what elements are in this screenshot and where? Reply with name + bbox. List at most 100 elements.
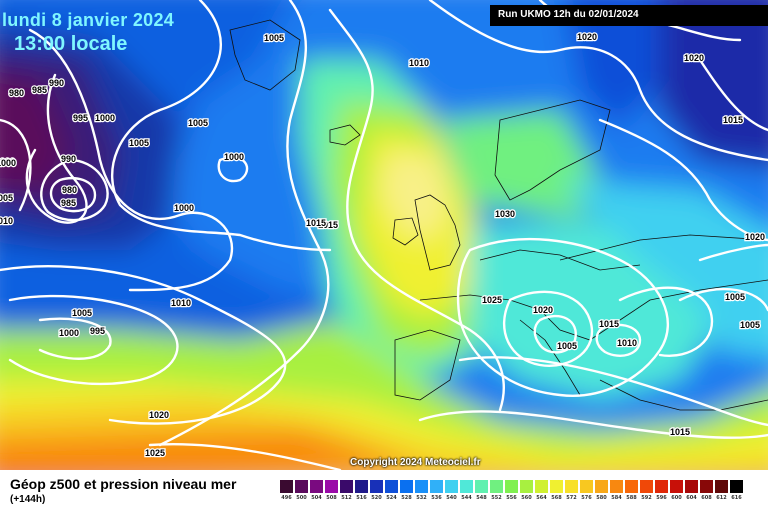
pressure-label: 1020 [745,232,765,242]
legend-swatch: 568 [550,480,563,501]
pressure-label: 1015 [599,319,619,329]
pressure-label: 1005 [740,320,760,330]
geopotential-map: 1005 1010 1020 1020 990 985 980 995 1000… [0,0,768,470]
pressure-label: 1005 [264,33,284,43]
pressure-label: 1015 [306,218,326,228]
legend-value: 616 [731,495,742,501]
legend-value: 512 [341,495,352,501]
pressure-label: 985 [61,198,76,208]
legend-value: 568 [551,495,562,501]
pressure-label: 1015 [723,115,743,125]
pressure-label: 1025 [482,295,502,305]
legend-swatch: 604 [685,480,698,501]
legend-swatch: 564 [535,480,548,501]
forecast-offset: (+144h) [10,494,46,505]
legend-value: 528 [401,495,412,501]
legend-swatch: 584 [610,480,623,501]
pressure-label: 980 [9,88,24,98]
legend-value: 592 [641,495,652,501]
pressure-label: 1000 [0,158,16,168]
z500-color-field [0,0,768,470]
legend-value: 600 [671,495,682,501]
legend-swatch: 560 [520,480,533,501]
pressure-label: 995 [73,113,88,123]
legend-value: 548 [476,495,487,501]
pressure-label: 1025 [145,448,165,458]
pressure-label: 1005 [0,193,13,203]
legend-value: 572 [566,495,577,501]
pressure-label: 1030 [495,209,515,219]
pressure-label: 1005 [129,138,149,148]
pressure-label: 1015 [670,427,690,437]
legend-value: 580 [596,495,607,501]
legend-swatch: 556 [505,480,518,501]
legend-swatch: 548 [475,480,488,501]
legend-swatch: 520 [370,480,383,501]
legend-value: 500 [296,495,307,501]
legend-value: 564 [536,495,547,501]
pressure-label: 1005 [188,118,208,128]
legend-swatch: 612 [715,480,728,501]
pressure-label: 1005 [725,292,745,302]
pressure-label: 1020 [149,410,169,420]
legend-value: 576 [581,495,592,501]
legend-swatch: 512 [340,480,353,501]
legend-value: 540 [446,495,457,501]
legend-swatch: 544 [460,480,473,501]
legend-swatch: 528 [400,480,413,501]
pressure-label: 1020 [684,53,704,63]
legend-swatch: 540 [445,480,458,501]
legend-value: 604 [686,495,697,501]
pressure-label: 1020 [533,305,553,315]
pressure-label: 995 [90,326,105,336]
legend-value: 612 [716,495,727,501]
pressure-label: 1000 [174,203,194,213]
pressure-label: 990 [49,78,64,88]
legend-swatch: 616 [730,480,743,501]
legend-swatch: 552 [490,480,503,501]
pressure-label: 1005 [72,308,92,318]
legend-value: 536 [431,495,442,501]
pressure-label: 1000 [0,157,15,167]
legend-swatch: 588 [625,480,638,501]
legend-swatch: 592 [640,480,653,501]
legend-swatch: 576 [580,480,593,501]
run-info-box: Run UKMO 12h du 02/01/2024 [490,5,768,26]
legend-value: 588 [626,495,637,501]
legend-value: 544 [461,495,472,501]
legend-value: 560 [521,495,532,501]
pressure-label: 010 [0,216,13,226]
legend-value: 552 [491,495,502,501]
legend-swatch: 600 [670,480,683,501]
pressure-label: 985 [32,85,47,95]
legend-value: 504 [311,495,322,501]
legend-value: 584 [611,495,622,501]
legend-swatch: 508 [325,480,338,501]
pressure-label: 1010 [171,298,191,308]
legend-value: 608 [701,495,712,501]
map-footer: Géop z500 et pression niveau mer (+144h)… [0,470,768,512]
run-info-text: Run UKMO 12h du 02/01/2024 [498,9,639,20]
pressure-label: 1000 [95,113,115,123]
pressure-label: 1015 [318,220,338,230]
pressure-label: 1000 [59,328,79,338]
map-title: Géop z500 et pression niveau mer [10,476,237,492]
legend-swatch: 596 [655,480,668,501]
pressure-label: 1005 [557,341,577,351]
legend-swatch: 504 [310,480,323,501]
legend-value: 516 [356,495,367,501]
pressure-label: 980 [62,185,77,195]
legend-swatch: 532 [415,480,428,501]
pressure-label: 1020 [577,32,597,42]
pressure-label: 1010 [617,338,637,348]
legend-swatch: 500 [295,480,308,501]
legend-value: 532 [416,495,427,501]
legend-value: 508 [326,495,337,501]
legend-swatch: 516 [355,480,368,501]
legend-swatch: 496 [280,480,293,501]
legend-value: 496 [281,495,292,501]
pressure-label: 990 [61,154,76,164]
pressure-label: 1000 [224,152,244,162]
legend-swatch: 608 [700,480,713,501]
legend-swatch: 580 [595,480,608,501]
